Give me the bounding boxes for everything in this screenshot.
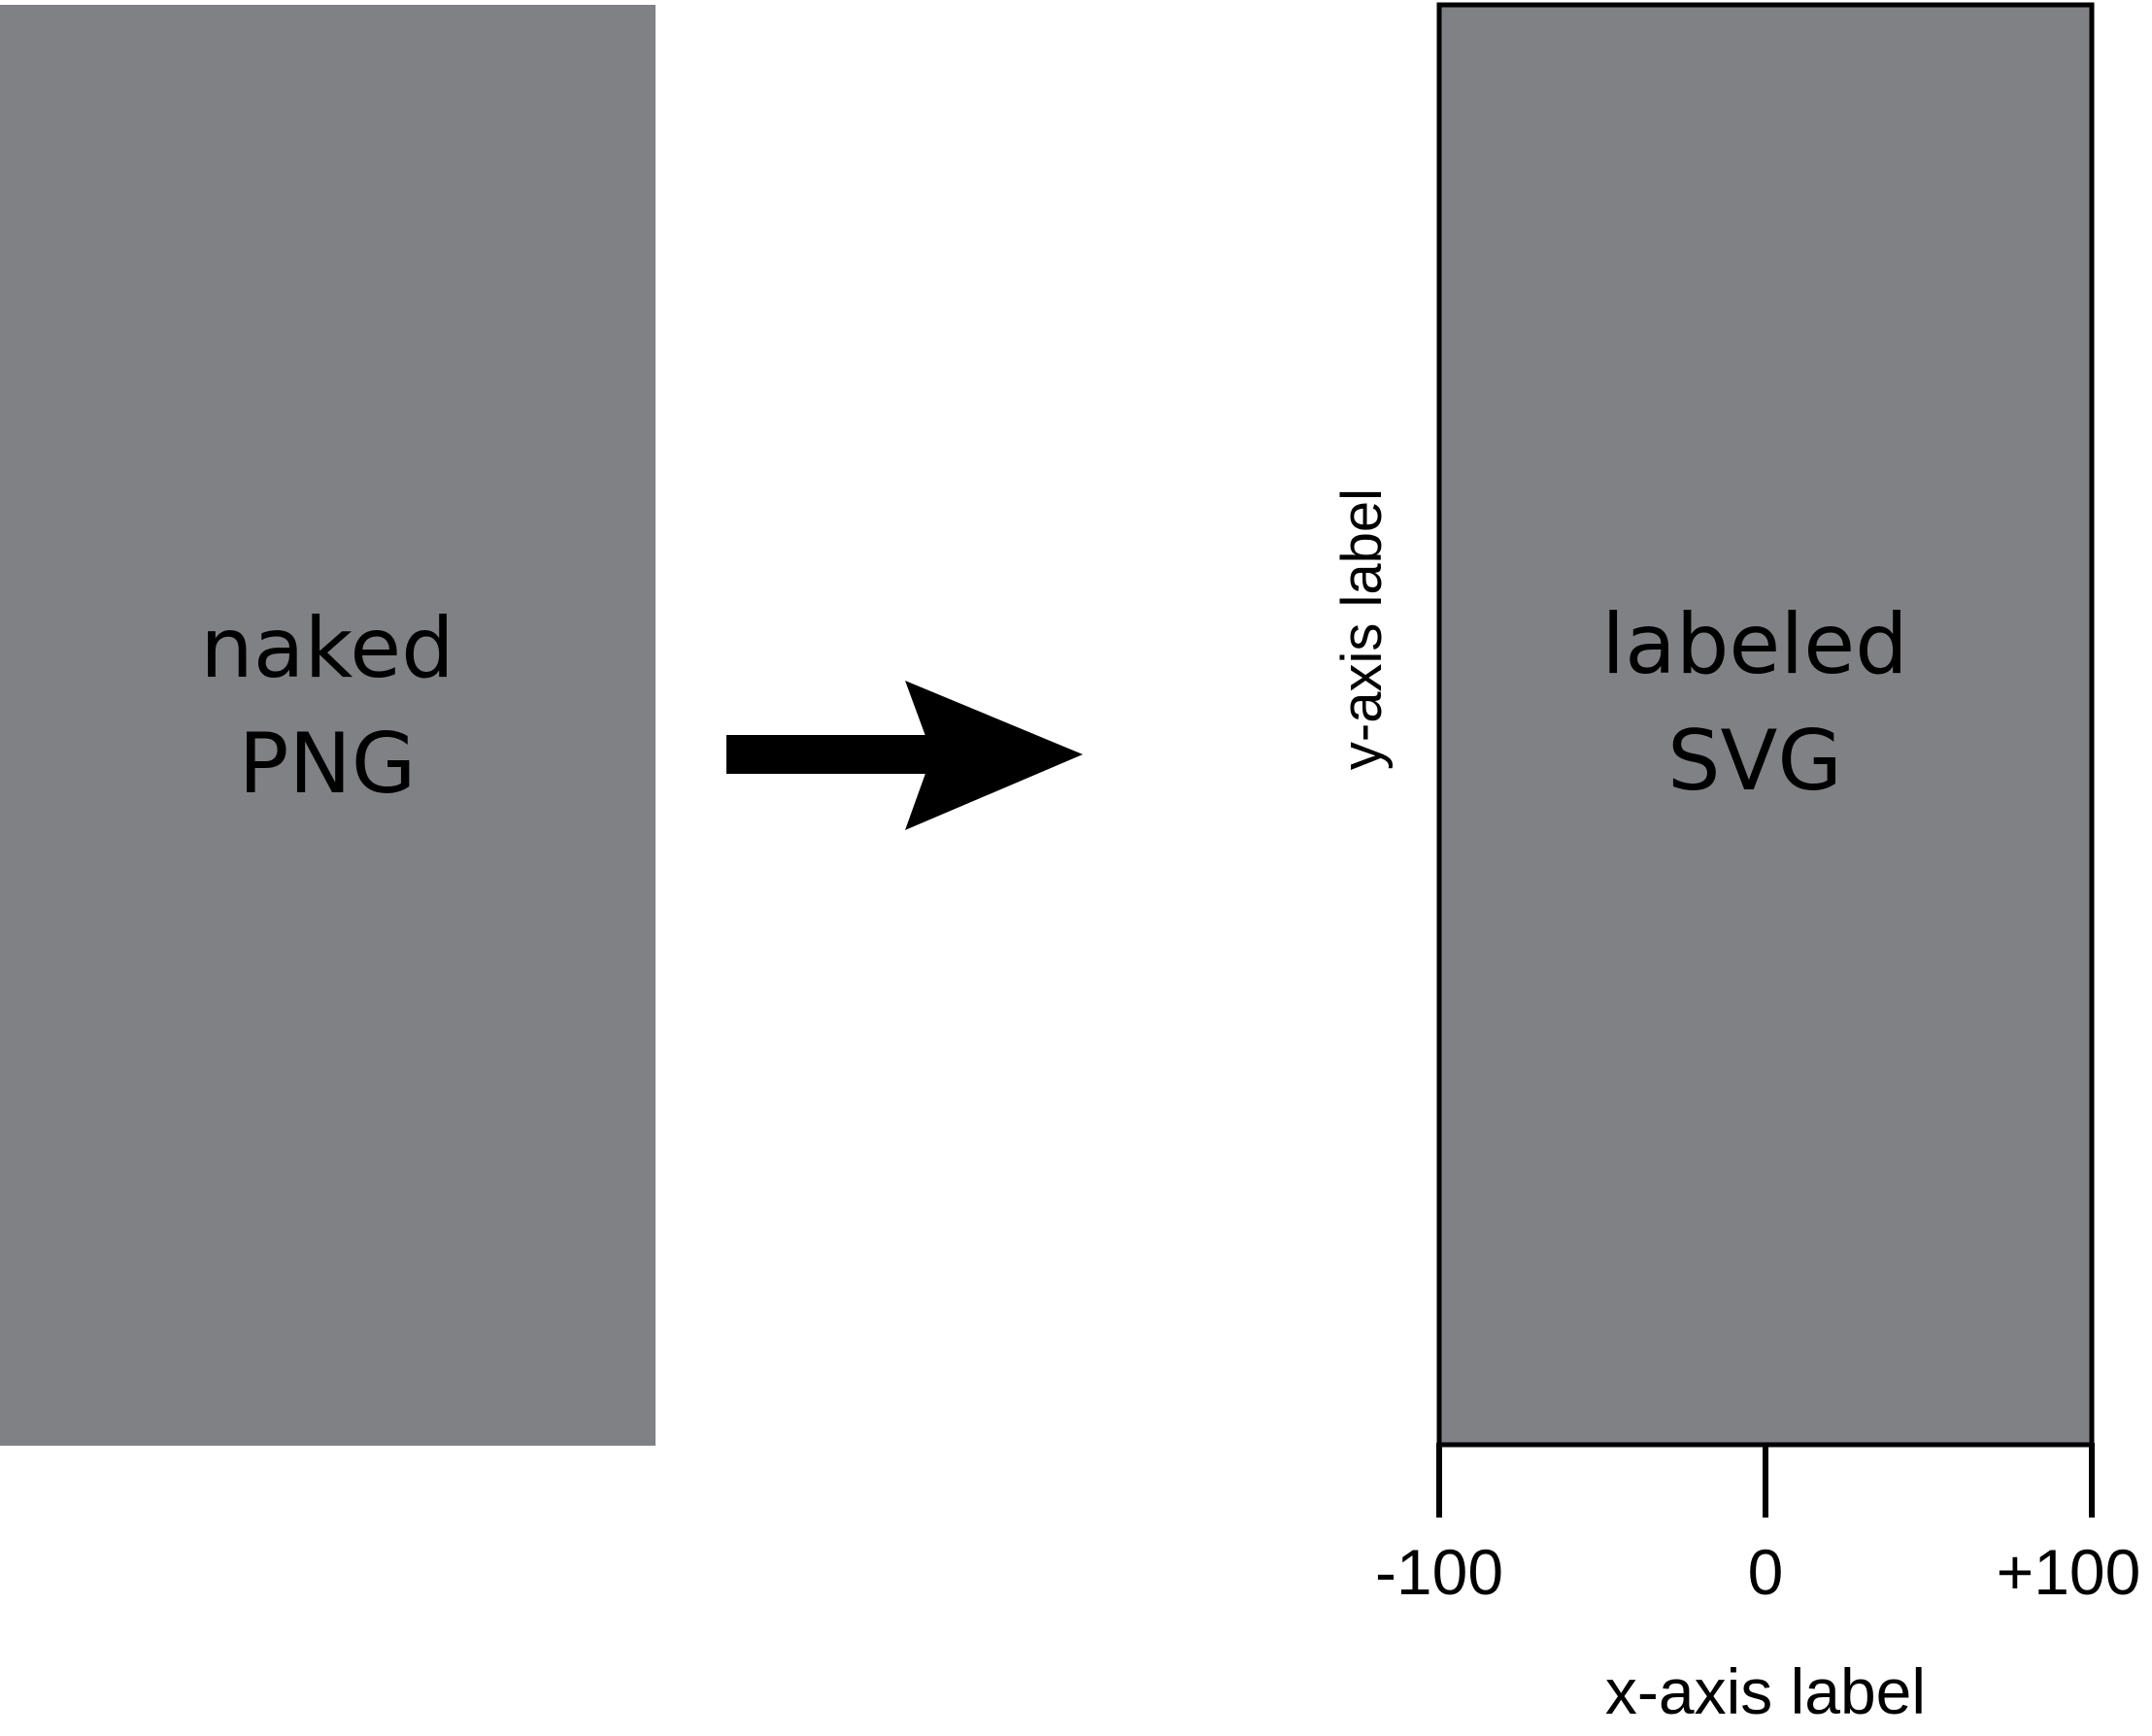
- naked-png-box: [0, 5, 656, 1446]
- arrow-head: [905, 681, 1083, 830]
- x-tick-label-left: -100: [1375, 1536, 1503, 1608]
- x-axis: [1436, 1442, 2095, 1518]
- labeled-label: labeled: [1601, 596, 1908, 693]
- labeled-svg-box: [1436, 2, 2095, 1448]
- naked-png-panel: naked PNG: [0, 5, 656, 1446]
- svg-label: SVG: [1667, 713, 1842, 810]
- x-tick-label-center: 0: [1748, 1536, 1784, 1608]
- right-arrow-icon: [726, 681, 1083, 830]
- naked-label: naked: [200, 600, 454, 697]
- labeled-svg-panel: labeled SVG: [1436, 2, 2095, 1448]
- y-axis-label: y-axis label: [1330, 488, 1394, 770]
- x-axis-label: x-axis label: [1605, 1655, 1926, 1727]
- png-label: PNG: [239, 716, 417, 813]
- arrow-shaft: [726, 735, 932, 774]
- x-tick-label-right: +100: [1997, 1536, 2141, 1608]
